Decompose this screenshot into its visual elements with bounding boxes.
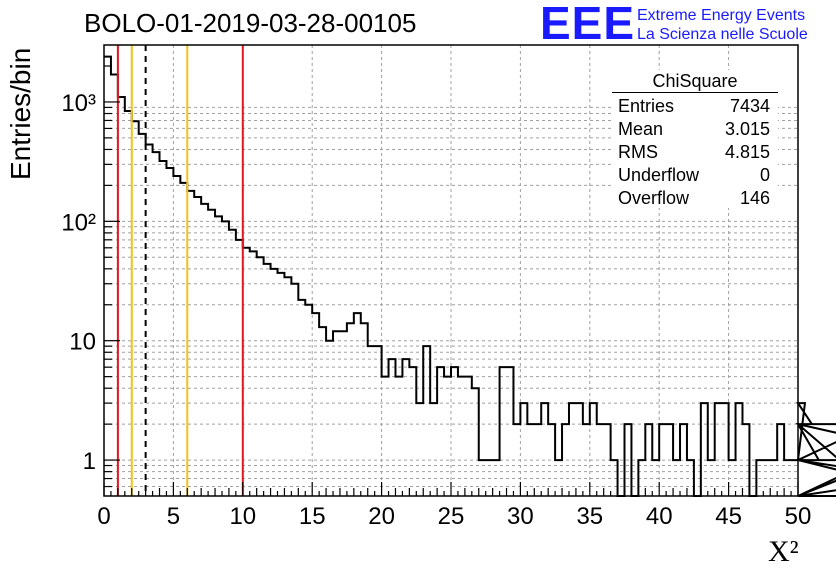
x-tick-label: 20	[368, 503, 395, 530]
y-tick-label: 1	[83, 448, 96, 475]
stats-row-mean: Mean 3.015	[612, 118, 778, 141]
stats-value: 4.815	[724, 142, 770, 162]
chart-title: BOLO-01-2019-03-28-00105	[84, 8, 417, 38]
x-tick-label: 30	[507, 503, 534, 530]
histogram-bars	[104, 55, 836, 497]
eee-logo-mark: EEE	[540, 0, 636, 49]
x-axis-label: X²	[768, 535, 799, 568]
x-tick-label: 0	[97, 503, 110, 530]
x-tick-label: 10	[229, 503, 256, 530]
y-tick-label: 10	[69, 329, 96, 356]
y-axis-label: Entries/bin	[5, 47, 36, 180]
x-tick-label: 40	[646, 503, 673, 530]
eee-logo-text: Extreme Energy Events La Scienza nelle S…	[637, 6, 808, 44]
logo-line-2: La Scienza nelle Scuole	[637, 26, 808, 43]
logo-line-1: Extreme Energy Events	[637, 7, 806, 24]
x-axis: 0 5 10 15 20 25 30 35 40 45 50	[97, 482, 811, 530]
stats-label: RMS	[618, 142, 658, 162]
y-tick-label: 10³	[61, 90, 96, 117]
stats-value: 0	[759, 165, 770, 185]
stats-value: 7434	[729, 96, 770, 116]
stats-row-entries: Entries 7434	[612, 95, 778, 118]
stats-label: Mean	[618, 119, 664, 139]
stats-value: 3.015	[724, 119, 770, 139]
x-tick-label: 25	[438, 503, 465, 530]
stats-label: Overflow	[618, 188, 690, 208]
y-tick-label: 10²	[61, 209, 96, 236]
y-axis: 1 10 10² 10³	[61, 65, 120, 488]
x-tick-label: 45	[715, 503, 742, 530]
x-tick-label: 5	[167, 503, 180, 530]
histogram-outline	[104, 55, 836, 497]
reference-lines	[116, 45, 244, 496]
x-tick-label: 15	[299, 503, 326, 530]
stats-value: 146	[739, 188, 770, 208]
stats-title: ChiSquare	[612, 70, 778, 93]
stats-row-underflow: Underflow 0	[612, 164, 778, 187]
x-tick-label: 35	[576, 503, 603, 530]
stats-label: Underflow	[618, 165, 700, 185]
x-tick-label: 50	[785, 503, 812, 530]
stats-row-overflow: Overflow 146	[612, 187, 778, 210]
stats-row-rms: RMS 4.815	[612, 141, 778, 164]
stats-box: ChiSquare Entries 7434 Mean 3.015 RMS 4.…	[612, 70, 778, 208]
stats-label: Entries	[618, 96, 675, 116]
